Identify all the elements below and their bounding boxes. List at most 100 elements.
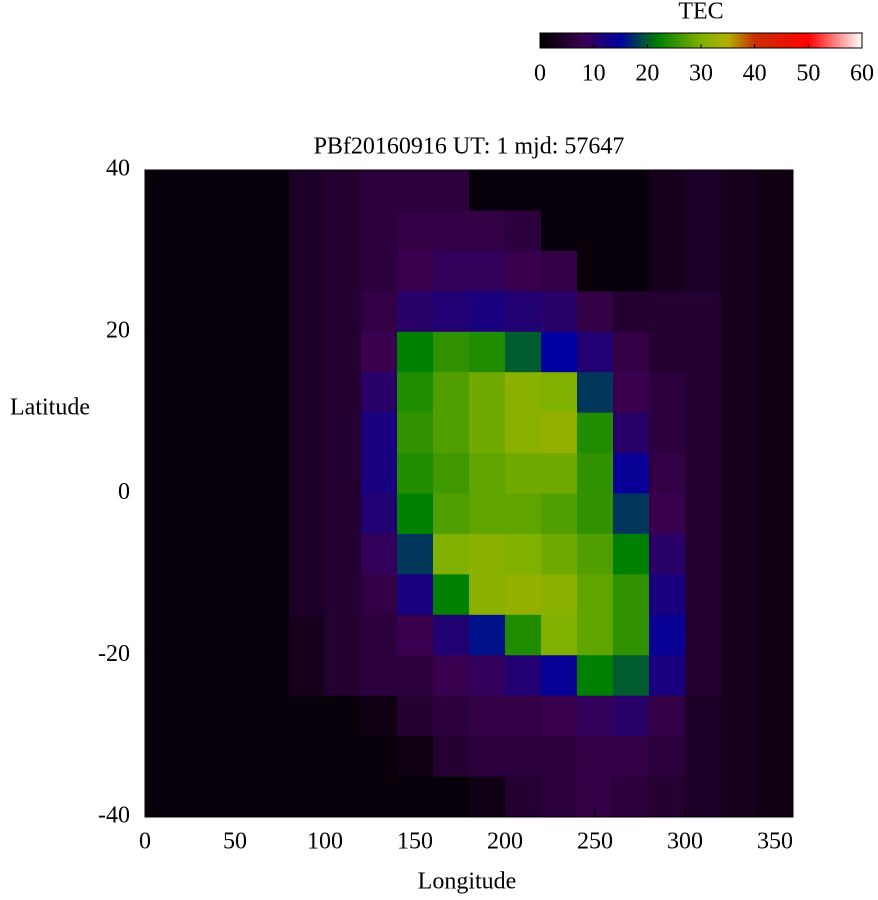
heatmap-cell [397, 695, 434, 737]
y-tick-label: 0 [118, 479, 130, 505]
colorbar-swatch [785, 33, 789, 48]
heatmap-cell [217, 655, 254, 697]
colorbar-swatch [839, 33, 843, 48]
heatmap-cell [685, 736, 722, 778]
heatmap-cell [721, 695, 758, 737]
colorbar-tick-label: 50 [796, 61, 820, 87]
heatmap-cell [145, 372, 182, 414]
colorbar-swatch [688, 33, 692, 48]
colorbar-swatch [819, 33, 823, 48]
heatmap-cell [469, 614, 506, 656]
heatmap-cell [541, 170, 578, 211]
heatmap-cell [757, 493, 794, 535]
heatmap-cell [289, 614, 326, 656]
colorbar-swatch [747, 33, 750, 48]
heatmap-cell [721, 776, 758, 818]
colorbar-swatch [761, 33, 764, 48]
colorbar-swatch [743, 33, 746, 48]
heatmap-cell [541, 776, 578, 818]
heatmap-cell [325, 776, 362, 818]
heatmap-cell [541, 736, 578, 778]
heatmap-cell [685, 574, 722, 616]
heatmap-cell [541, 574, 578, 616]
heatmap-cell [253, 250, 290, 292]
colorbar-swatch [540, 33, 543, 48]
heatmap-cell [685, 493, 722, 535]
heatmap-cell [469, 250, 506, 292]
colorbar-swatch [707, 33, 710, 48]
heatmap-cell [757, 695, 794, 737]
heatmap-cell [217, 614, 254, 656]
heatmap-cell [397, 210, 434, 252]
colorbar-swatch [676, 33, 680, 48]
heatmap-cell [361, 776, 398, 818]
colorbar-swatch [594, 33, 597, 48]
colorbar-swatch [628, 33, 632, 48]
heatmap-cell [289, 291, 326, 333]
colorbar-swatch [670, 33, 674, 48]
colorbar-swatch [658, 33, 662, 48]
colorbar-swatch [703, 33, 706, 48]
colorbar-swatch [765, 33, 768, 48]
colorbar-title: TEC [678, 0, 723, 25]
heatmap-cell [649, 210, 686, 252]
colorbar-swatch [779, 33, 782, 48]
heatmap-cell [433, 291, 470, 333]
heatmap-cell [253, 776, 290, 818]
heatmap-cell [649, 614, 686, 656]
heatmap-cell [685, 533, 722, 575]
colorbar-swatch [797, 33, 801, 48]
heatmap-cell [721, 493, 758, 535]
heatmap-cell [289, 250, 326, 292]
heatmap-cell [757, 533, 794, 575]
heatmap-cell [217, 331, 254, 373]
heatmap-cell [505, 331, 542, 373]
heatmap-cell [649, 453, 686, 494]
colorbar-swatch [576, 33, 579, 48]
heatmap-cell [325, 493, 362, 535]
heatmap-cell [325, 533, 362, 575]
colorbar-swatch [642, 33, 646, 48]
colorbar-swatch [630, 33, 634, 48]
heatmap-cell [289, 170, 326, 211]
y-tick-label: 40 [106, 156, 130, 182]
heatmap-cell [217, 453, 254, 494]
colorbar-swatch [668, 33, 672, 48]
heatmap-cell [577, 736, 614, 778]
x-tick-label: 250 [577, 829, 613, 855]
heatmap-cell [253, 331, 290, 373]
heatmap-cell [433, 250, 470, 292]
heatmap-cell [433, 331, 470, 373]
x-axis-label: Longitude [418, 869, 517, 895]
heatmap-cell [433, 533, 470, 575]
heatmap-cell [577, 574, 614, 616]
heatmap-cell [361, 655, 398, 697]
heatmap-cell [433, 574, 470, 616]
heatmap-cell [757, 412, 794, 454]
colorbar-swatch [570, 33, 573, 48]
heatmap-cell [181, 614, 218, 656]
colorbar-tick-label: 60 [850, 61, 874, 87]
colorbar-swatch [662, 33, 666, 48]
colorbar-swatch [705, 33, 708, 48]
heatmap-cell [469, 372, 506, 414]
colorbar-tick-label: 20 [635, 61, 659, 87]
heatmap-cell [685, 453, 722, 494]
heatmap-cell [577, 614, 614, 656]
colorbar-swatch [638, 33, 642, 48]
heatmap-cell [253, 493, 290, 535]
heatmap-cell [145, 614, 182, 656]
heatmap-cell [541, 655, 578, 697]
colorbar-swatch [843, 33, 847, 48]
colorbar-swatch [696, 33, 700, 48]
heatmap-cell [613, 210, 650, 252]
colorbar-swatch [733, 33, 736, 48]
heatmap-cell [325, 453, 362, 494]
heatmap-cell [577, 412, 614, 454]
heatmap-cell [397, 170, 434, 211]
colorbar-swatch [719, 33, 722, 48]
heatmap-cell [541, 210, 578, 252]
colorbar-swatch [644, 33, 648, 48]
colorbar-swatch [616, 33, 619, 48]
heatmap-cell [181, 210, 218, 252]
